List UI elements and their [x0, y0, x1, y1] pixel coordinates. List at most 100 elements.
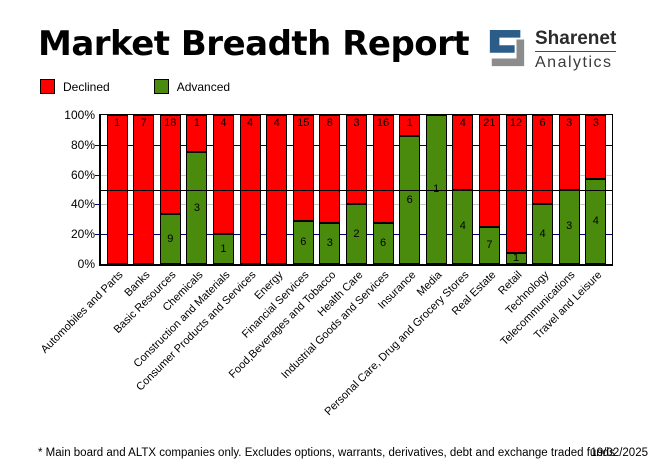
- y-axis-label-40%: 40%: [70, 197, 95, 212]
- declined-value: 4: [273, 117, 280, 129]
- advanced-value: 4: [592, 214, 599, 227]
- advanced-segment: 3: [558, 189, 580, 264]
- stacked-bar-chart: 0% 20% 40% 60% 80% 100% 1 7 18 9 1 3 4 1 4 4 15 6 8 3 3 2 16 6 1…: [39, 108, 613, 418]
- y-axis-tick: [95, 144, 99, 146]
- logo-divider: [535, 51, 617, 52]
- legend-item-declined: Declined: [40, 79, 110, 94]
- sharenet-logo: Sharenet Analytics: [487, 28, 617, 71]
- declined-segment: 21: [478, 115, 500, 227]
- advanced-segment: 3: [186, 152, 208, 264]
- advanced-value: 1: [220, 242, 227, 255]
- declined-segment: 8: [319, 115, 341, 224]
- y-axis-tick: [95, 174, 99, 176]
- report-date: 19/02/2025: [590, 447, 648, 459]
- sharenet-s-icon: [489, 29, 525, 67]
- footnote: * Main board and ALTX companies only. Ex…: [38, 447, 615, 459]
- advanced-segment: 9: [159, 214, 181, 264]
- declined-value: 3: [592, 117, 599, 130]
- declined-value: 21: [483, 117, 496, 129]
- declined-value: 12: [509, 117, 523, 130]
- y-axis-label-20%: 20%: [70, 227, 95, 242]
- bars-container: 17189134144156833216616144217121643334: [101, 115, 612, 264]
- declined-value: 1: [193, 117, 200, 129]
- legend-item-advanced: Advanced: [153, 79, 231, 94]
- declined-value: 1: [114, 117, 121, 129]
- advanced-segment: 6: [372, 223, 394, 264]
- reference-line-50pct: [101, 189, 612, 191]
- declined-segment: 1: [399, 115, 421, 137]
- advanced-value: 3: [193, 201, 200, 214]
- declined-segment: 12: [505, 115, 527, 253]
- advanced-segment: 6: [399, 136, 421, 264]
- advanced-segment: 4: [532, 204, 554, 264]
- declined-segment: 18: [159, 115, 181, 215]
- declined-value: 4: [247, 117, 254, 129]
- advanced-value: 7: [486, 238, 493, 251]
- advanced-value: 1: [512, 251, 520, 264]
- y-axis-label-100%: 100%: [64, 108, 95, 122]
- advanced-segment: 4: [585, 178, 607, 264]
- advanced-segment: 3: [319, 223, 341, 264]
- y-axis-label-0%: 0%: [77, 257, 95, 271]
- declined-value: 8: [326, 117, 333, 130]
- chart-legend: Declined Advanced: [40, 79, 274, 94]
- logo-brand-text: Sharenet: [535, 28, 617, 49]
- y-axis-label-60%: 60%: [70, 167, 95, 182]
- logo-subtitle-text: Analytics: [535, 54, 613, 71]
- declined-value: 16: [376, 117, 390, 130]
- advanced-value: 4: [459, 220, 466, 233]
- declined-segment: 6: [532, 115, 554, 205]
- bar-industrial-goods-and-services: 16 6: [372, 115, 394, 264]
- declined-segment: 3: [585, 115, 607, 179]
- y-axis-tick: [95, 234, 99, 236]
- advanced-segment: 2: [345, 204, 367, 264]
- advanced-segment: 1: [505, 251, 527, 264]
- advanced-value: 1: [433, 184, 439, 195]
- declined-segment: 3: [558, 115, 580, 190]
- declined-value: 18: [164, 117, 177, 130]
- declined-segment: 4: [212, 115, 234, 235]
- advanced-segment: 6: [292, 221, 314, 264]
- declined-segment: 15: [292, 115, 314, 222]
- declined-value: 1: [406, 117, 413, 130]
- declined-segment: 1: [186, 115, 208, 153]
- declined-segment: 4: [452, 115, 474, 190]
- y-axis-label-80%: 80%: [70, 137, 95, 152]
- declined-segment: 3: [345, 115, 367, 205]
- advanced-value: 6: [300, 236, 307, 249]
- advanced-value: 6: [406, 193, 413, 206]
- bar-real-estate: 21 7: [478, 115, 500, 264]
- advanced-value: 6: [379, 237, 387, 250]
- declined-value: 3: [566, 117, 573, 129]
- advanced-value: 4: [539, 227, 546, 240]
- legend-advanced-label: Advanced: [176, 79, 231, 94]
- advanced-segment: 1: [212, 234, 234, 264]
- y-axis-tick: [95, 204, 99, 206]
- page-title: Market Breadth Report: [38, 24, 470, 64]
- advanced-segment: 7: [478, 226, 500, 264]
- declined-value: 7: [140, 117, 147, 129]
- declined-value: 6: [539, 117, 546, 130]
- declined-value: 4: [459, 117, 466, 129]
- advanced-swatch-icon: [153, 79, 169, 94]
- advanced-value: 9: [167, 232, 174, 245]
- declined-segment: 16: [372, 115, 394, 224]
- declined-value: 15: [297, 117, 310, 130]
- advanced-value: 3: [326, 237, 333, 250]
- declined-swatch-icon: [40, 79, 55, 94]
- declined-value: 3: [353, 117, 360, 130]
- advanced-value: 2: [353, 227, 360, 240]
- advanced-segment: 4: [452, 189, 474, 264]
- advanced-value: 3: [566, 220, 573, 233]
- bar-financial-services: 15 6: [292, 115, 314, 264]
- legend-declined-label: Declined: [63, 79, 110, 94]
